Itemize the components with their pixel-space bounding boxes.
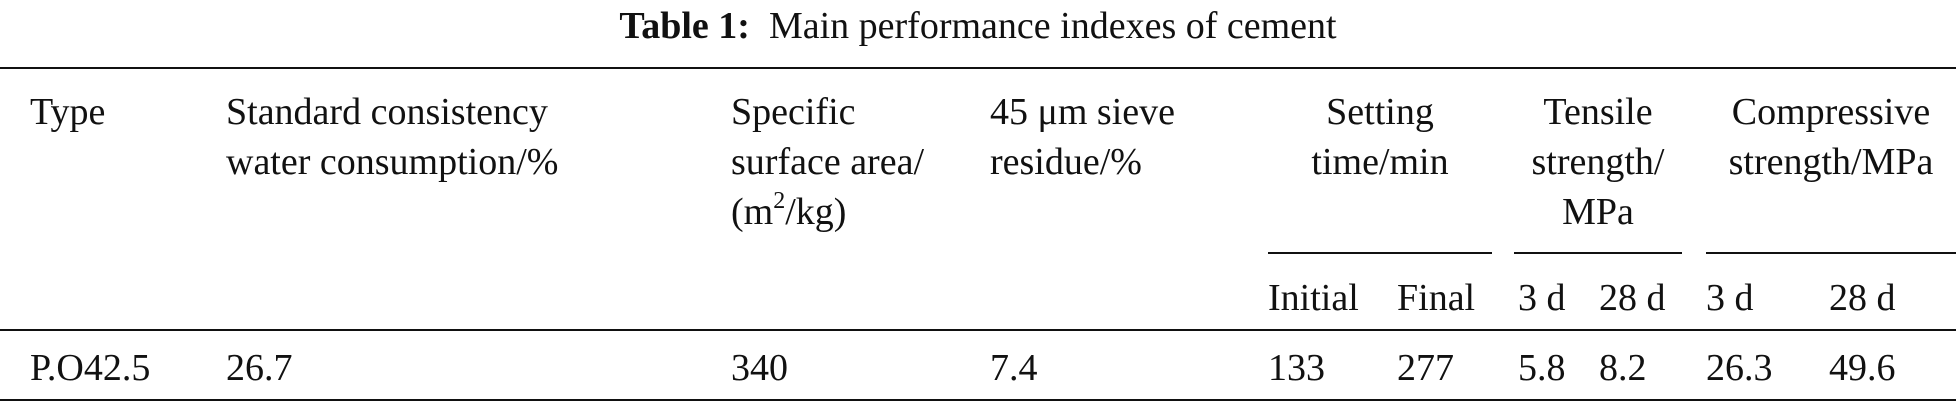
header-sieve-line2: residue/% [990,141,1142,183]
subheader-final: Final [1397,277,1476,319]
header-setting-line2: time/min [1311,141,1449,183]
header-ssa-line2: surface area/ [731,141,925,183]
cell-ssa: 340 [731,347,788,389]
header-ssa-unit-exponent: 2 [773,188,786,215]
header-consistency-line1: Standard consistency [226,91,548,133]
top-rule [0,67,1956,69]
table-caption-label: Table 1: [619,5,750,47]
cell-tensile-28d: 8.2 [1599,347,1647,389]
cell-compressive-28d: 49.6 [1829,347,1896,389]
header-tensile-line1: Tensile [1543,91,1653,133]
setting-group-rule [1268,252,1492,254]
header-consistency-line2: water consumption/% [226,141,559,183]
cell-consistency: 26.7 [226,347,293,389]
table-caption: Table 1: Main performance indexes of cem… [0,4,1956,48]
subheader-tensile-28d: 28 d [1599,277,1666,319]
header-ssa-line3: (m2/kg) [731,188,847,234]
table-caption-text: Main performance indexes of cement [768,5,1337,47]
cell-final: 277 [1397,347,1454,389]
subheader-initial: Initial [1268,277,1359,319]
cell-type: P.O42.5 [30,347,151,389]
cell-tensile-3d: 5.8 [1518,347,1566,389]
header-tensile-line3: MPa [1562,191,1634,233]
cell-compressive-3d: 26.3 [1706,347,1773,389]
subheader-tensile-3d: 3 d [1518,277,1566,319]
header-compressive-line1: Compressive [1731,91,1931,133]
subheader-compressive-28d: 28 d [1829,277,1896,319]
header-setting-line1: Setting [1326,91,1434,133]
header-sieve-line1: 45 μm sieve [990,91,1176,133]
bottom-rule [0,399,1956,401]
compressive-group-rule [1706,252,1956,254]
cell-initial: 133 [1268,347,1325,389]
cell-sieve: 7.4 [990,347,1038,389]
subheader-compressive-3d: 3 d [1706,277,1754,319]
header-type: Type [30,91,106,133]
header-ssa-line1: Specific [731,91,856,133]
tensile-group-rule [1514,252,1682,254]
header-ssa-unit-close: /kg) [785,191,847,233]
header-bottom-rule [0,329,1956,331]
header-ssa-unit-open: (m [731,191,774,233]
header-tensile-line2: strength/ [1531,141,1665,183]
header-compressive-line2: strength/MPa [1728,141,1934,183]
